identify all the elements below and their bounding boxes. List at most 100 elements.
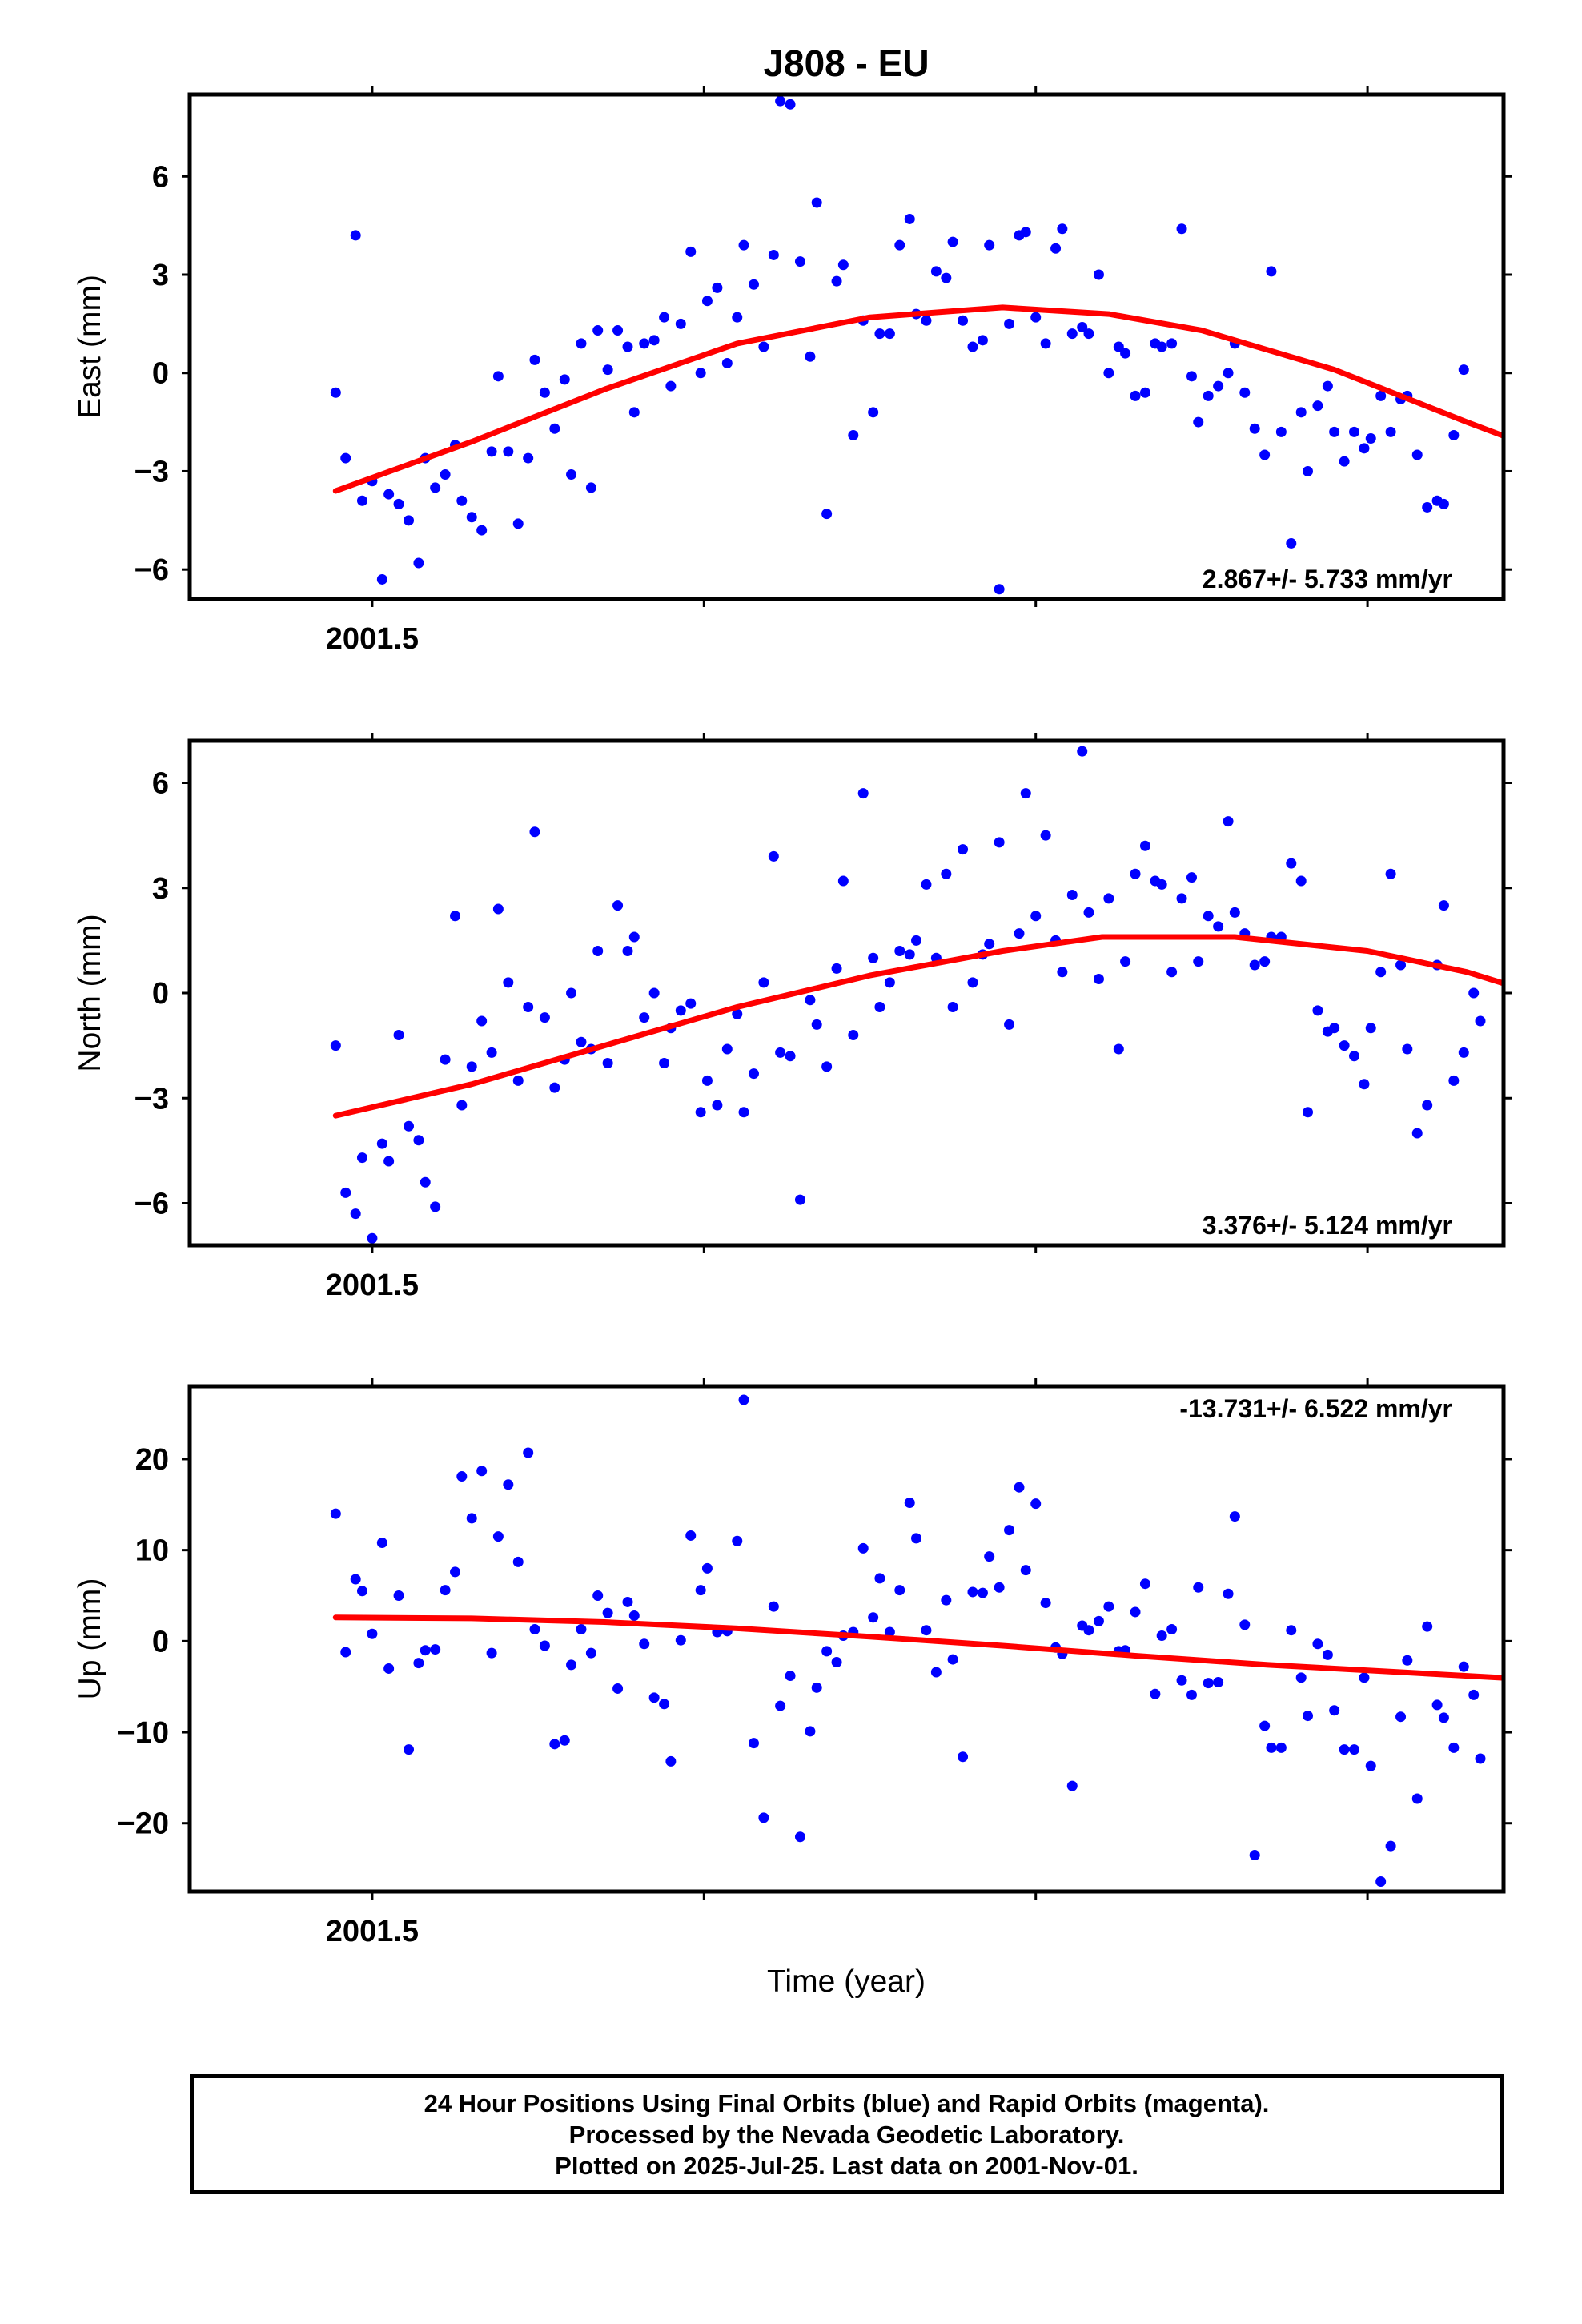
east-data-point: [340, 452, 351, 464]
north-data-point: [758, 977, 769, 988]
up-data-point: [340, 1647, 351, 1658]
east-data-point: [904, 213, 915, 224]
east-data-point: [659, 312, 670, 323]
north-data-point: [512, 1075, 524, 1086]
east-data-point: [1020, 227, 1031, 238]
north-data-point: [1339, 1040, 1350, 1051]
north-data-point: [456, 1100, 468, 1111]
up-data-point: [1229, 1511, 1240, 1522]
north-data-point: [805, 995, 816, 1006]
north-data-point: [376, 1138, 387, 1149]
north-data-point: [695, 1107, 706, 1118]
up-data-point: [732, 1535, 743, 1546]
up-data-point: [794, 1831, 805, 1843]
up-data-point: [1213, 1677, 1224, 1688]
east-data-point: [559, 374, 570, 385]
up-ytick-label: 0: [152, 1625, 169, 1659]
up-data-point: [1438, 1712, 1449, 1723]
north-data-point: [994, 837, 1005, 848]
north-data-point: [768, 850, 779, 862]
east-data-point: [413, 557, 424, 569]
east-data-point: [1139, 387, 1150, 398]
east-data-point: [350, 230, 361, 241]
north-data-point: [675, 1005, 686, 1016]
north-data-point: [466, 1061, 477, 1072]
east-data-point: [639, 338, 650, 349]
up-data-point: [430, 1644, 441, 1655]
north-plot-frame: [187, 738, 1506, 1248]
east-data-point: [1266, 266, 1277, 277]
east-data-point: [549, 423, 560, 434]
east-data-point: [874, 328, 885, 340]
east-data-point: [1030, 312, 1042, 323]
east-data-point: [1458, 364, 1469, 376]
up-data-point: [486, 1647, 497, 1659]
east-data-point: [383, 489, 395, 500]
east-data-point: [1166, 338, 1178, 349]
north-data-point: [440, 1054, 451, 1065]
east-data-point: [930, 266, 942, 277]
north-ytick-label: −3: [135, 1082, 169, 1116]
north-data-point: [420, 1176, 431, 1188]
east-data-point: [701, 296, 713, 307]
up-data-point: [1468, 1689, 1480, 1700]
north-data-point: [1004, 1019, 1015, 1030]
east-panel: −6 −3 0 3 6 2001.5 East (mm) 2.867+/- 5.733 mm/…: [73, 86, 1512, 656]
up-data-point: [492, 1531, 504, 1542]
east-data-point: [512, 518, 524, 529]
north-data-point: [566, 987, 577, 999]
up-data-point: [393, 1590, 404, 1601]
up-data-point: [648, 1692, 660, 1703]
north-data-point: [1166, 967, 1178, 978]
east-data-point: [732, 312, 743, 323]
up-data-point: [921, 1625, 932, 1636]
up-data-point: [628, 1610, 640, 1622]
up-data-point: [1249, 1850, 1260, 1861]
east-data-point: [977, 335, 988, 346]
east-data-point: [821, 509, 833, 520]
north-rate-label: 3.376+/- 5.124 mm/yr: [1203, 1211, 1452, 1240]
up-data-point: [1359, 1672, 1370, 1683]
up-data-point: [685, 1530, 697, 1541]
up-data-point: [383, 1663, 395, 1674]
east-data-point: [947, 236, 958, 247]
north-data-point: [911, 935, 922, 946]
north-data-point: [1176, 893, 1187, 904]
east-rate-label: 2.867+/- 5.733 mm/yr: [1203, 565, 1452, 593]
east-data-point: [430, 482, 441, 493]
caption-box: 24 Hour Positions Using Final Orbits (bl…: [190, 2074, 1504, 2194]
east-data-point: [1120, 348, 1131, 359]
north-data-point: [639, 1012, 650, 1023]
east-data-point: [1066, 328, 1078, 340]
east-data-point: [503, 446, 514, 457]
north-data-point: [576, 1036, 587, 1047]
north-data-point: [1402, 1043, 1413, 1055]
up-data-point: [1193, 1582, 1204, 1593]
north-data-point: [1295, 875, 1307, 887]
x-axis-label: Time (year): [767, 1964, 926, 1999]
up-data-point: [748, 1738, 759, 1749]
up-data-point: [523, 1447, 534, 1458]
east-data-point: [1275, 426, 1287, 437]
up-data-point: [857, 1542, 869, 1554]
north-data-point: [1448, 1075, 1460, 1086]
east-data-point: [529, 354, 540, 365]
north-data-point: [1139, 840, 1150, 851]
up-data-point: [1266, 1742, 1277, 1753]
up-data-point: [456, 1471, 468, 1482]
north-data-point: [821, 1061, 833, 1072]
up-data-point: [805, 1726, 816, 1737]
east-data-point: [539, 387, 550, 398]
up-data-point: [1103, 1601, 1114, 1612]
up-data-point: [1239, 1619, 1251, 1630]
north-data-point: [984, 939, 995, 950]
up-data-point: [1458, 1661, 1469, 1672]
north-data-point: [1438, 900, 1449, 911]
up-data-point: [831, 1656, 842, 1667]
north-data-point: [1375, 967, 1387, 978]
up-data-point: [1295, 1672, 1307, 1683]
north-data-point: [1020, 788, 1031, 799]
up-data-point: [1093, 1615, 1104, 1626]
east-data-point: [831, 275, 842, 287]
east-data-point: [602, 364, 613, 376]
